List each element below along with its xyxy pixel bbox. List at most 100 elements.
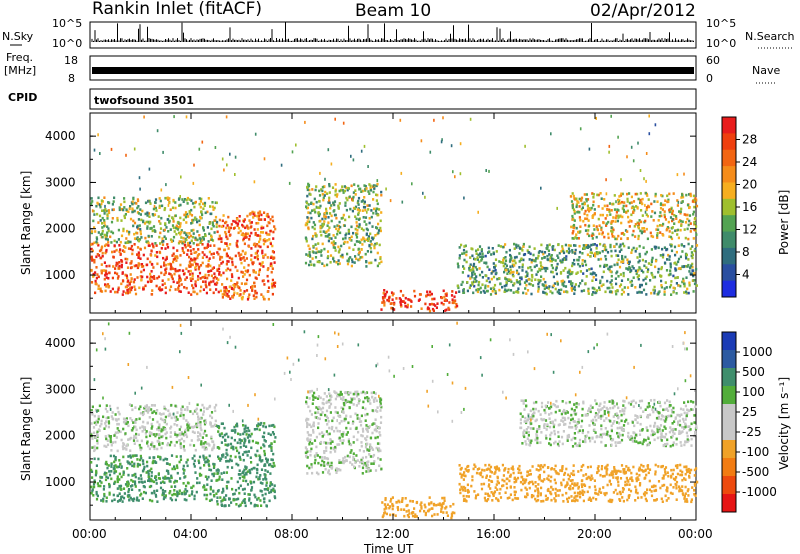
heatmap-cell: [245, 236, 248, 239]
heatmap-cell: [363, 239, 366, 243]
heatmap-cell: [152, 459, 155, 463]
heatmap-cell: [671, 226, 674, 229]
heatmap-cell: [107, 416, 110, 419]
heatmap-cell: [149, 479, 152, 483]
heatmap-cell: [251, 289, 254, 292]
heatmap-cell: [128, 403, 132, 406]
heatmap-cell: [580, 199, 583, 202]
heatmap-cell: [119, 252, 122, 256]
heatmap-cell: [623, 210, 626, 213]
heatmap-cell: [211, 440, 214, 443]
heatmap-cell: [245, 433, 248, 436]
heatmap-cell: [586, 204, 589, 208]
heatmap-cell: [674, 253, 677, 257]
heatmap-cell: [667, 273, 670, 277]
heatmap-cell: [466, 289, 469, 293]
heatmap-cell: [201, 256, 204, 259]
heatmap-cell: [330, 219, 333, 223]
heatmap-cell: [338, 248, 341, 251]
heatmap-cell: [578, 264, 581, 268]
heatmap-cell: [254, 271, 257, 274]
heatmap-cell: [562, 251, 566, 255]
heatmap-cell: [557, 256, 560, 260]
heatmap-cell: [222, 498, 225, 501]
heatmap-cell: [257, 214, 260, 218]
heatmap-cell: [93, 213, 96, 216]
heatmap-cell: [268, 238, 271, 241]
heatmap-cell: [156, 489, 159, 492]
heatmap-cell: [668, 235, 671, 238]
heatmap-cell: [614, 290, 617, 293]
heatmap-cell: [253, 256, 256, 259]
heatmap-cell: [348, 238, 352, 241]
heatmap-cell: [153, 213, 157, 216]
heatmap-cell: [171, 277, 174, 281]
heatmap-cell: [129, 462, 132, 466]
heatmap-cell: [261, 231, 265, 234]
heatmap-cell: [109, 290, 112, 293]
heatmap-cell: [118, 484, 121, 488]
heatmap-cell: [173, 444, 176, 447]
heatmap-speck: [433, 118, 435, 122]
heatmap-cell: [239, 229, 242, 233]
heatmap-cell: [578, 244, 581, 248]
heatmap-cell: [110, 241, 113, 244]
heatmap-cell: [234, 254, 237, 258]
heatmap-cell: [512, 284, 515, 287]
heatmap-cell: [203, 201, 207, 205]
heatmap-cell: [624, 255, 627, 259]
heatmap-cell: [333, 260, 336, 263]
heatmap-cell: [458, 254, 461, 257]
heatmap-cell: [97, 415, 100, 418]
heatmap-cell: [325, 230, 328, 234]
heatmap-cell: [253, 503, 256, 507]
heatmap-cell: [197, 418, 200, 421]
heatmap-cell: [473, 272, 476, 276]
heatmap-cell: [122, 290, 125, 293]
heatmap-cell: [135, 432, 138, 436]
heatmap-cell: [127, 438, 130, 441]
heatmap-cell: [579, 225, 582, 228]
heatmap-cell: [234, 431, 237, 434]
heatmap-cell: [578, 197, 581, 201]
heatmap-cell: [186, 421, 190, 425]
heatmap-cell: [141, 209, 144, 213]
heatmap-cell: [169, 273, 172, 276]
heatmap-speck: [608, 144, 611, 148]
heatmap-cell: [560, 288, 563, 292]
heatmap-cell: [340, 244, 343, 248]
heatmap-cell: [669, 262, 672, 265]
heatmap-cell: [402, 300, 405, 303]
heatmap-cell: [133, 209, 136, 213]
heatmap-cell: [235, 462, 238, 466]
heatmap-cell: [344, 233, 347, 237]
heatmap-cell: [224, 221, 227, 225]
heatmap-cell: [121, 500, 124, 503]
heatmap-cell: [662, 234, 665, 237]
heatmap-cell: [573, 262, 576, 266]
heatmap-cell: [270, 464, 273, 468]
heatmap-cell: [695, 204, 699, 208]
heatmap-cell: [112, 200, 115, 203]
heatmap-cell: [122, 447, 125, 451]
heatmap-cell: [426, 293, 429, 297]
heatmap-cell: [428, 303, 431, 306]
heatmap-cell: [614, 216, 617, 220]
heatmap-cell: [263, 444, 266, 448]
heatmap-cell: [316, 260, 319, 264]
heatmap-cell: [226, 224, 229, 227]
heatmap-cell: [231, 275, 234, 279]
heatmap-cell: [632, 276, 635, 279]
heatmap-cell: [185, 461, 188, 464]
heatmap-cell: [270, 442, 273, 445]
heatmap-cell: [194, 283, 197, 286]
heatmap-speck: [160, 188, 163, 192]
heatmap-cell: [563, 256, 566, 260]
heatmap-cell: [258, 210, 261, 213]
heatmap-cell: [150, 270, 153, 273]
heatmap-cell: [94, 436, 97, 439]
heatmap-cell: [113, 196, 116, 200]
heatmap-cell: [102, 209, 106, 212]
heatmap-cell: [601, 275, 604, 279]
heatmap-cell: [213, 272, 216, 275]
